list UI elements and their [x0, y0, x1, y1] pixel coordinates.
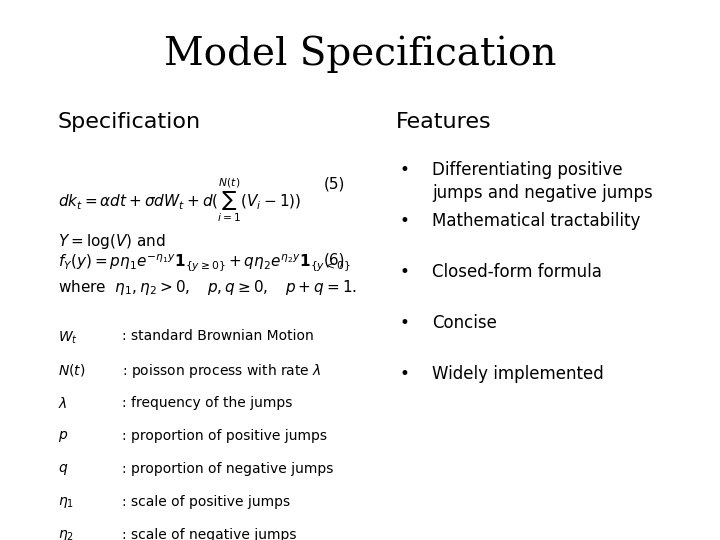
Text: (5): (5)	[324, 176, 346, 191]
Text: $N(t)$: $N(t)$	[58, 362, 85, 379]
Text: •: •	[400, 314, 410, 332]
Text: Features: Features	[396, 112, 492, 132]
Text: $f_Y(y) = p\eta_1 e^{-\eta_1 y} \mathbf{1}_{\{y \geq 0\}} + q\eta_2 e^{\eta_2 y}: $f_Y(y) = p\eta_1 e^{-\eta_1 y} \mathbf{…	[58, 253, 350, 273]
Text: Mathematical tractability: Mathematical tractability	[432, 212, 640, 230]
Text: Model Specification: Model Specification	[163, 36, 557, 73]
Text: Specification: Specification	[58, 112, 201, 132]
Text: $q$: $q$	[58, 462, 68, 477]
Text: •: •	[400, 263, 410, 281]
Text: •: •	[400, 161, 410, 179]
Text: Differentiating positive
jumps and negative jumps: Differentiating positive jumps and negat…	[432, 161, 653, 202]
Text: : scale of negative jumps: : scale of negative jumps	[122, 528, 297, 540]
Text: $Y = \log(V)$ and: $Y = \log(V)$ and	[58, 232, 166, 251]
Text: $dk_t = \alpha dt + \sigma d W_t + d(\sum_{i=1}^{N(t)}(V_i - 1))$: $dk_t = \alpha dt + \sigma d W_t + d(\su…	[58, 176, 301, 224]
Text: $p$: $p$	[58, 429, 68, 444]
Text: : proportion of positive jumps: : proportion of positive jumps	[122, 429, 328, 443]
Text: $\eta_2$: $\eta_2$	[58, 528, 73, 540]
Text: •: •	[400, 365, 410, 383]
Text: $W_t$: $W_t$	[58, 329, 78, 346]
Text: (6): (6)	[324, 253, 346, 268]
Text: : poisson process with rate $\lambda$: : poisson process with rate $\lambda$	[122, 362, 322, 380]
Text: $\eta_1$: $\eta_1$	[58, 495, 73, 510]
Text: where  $\eta_1, \eta_2 > 0,$   $p, q \geq 0,$   $p + q = 1.$: where $\eta_1, \eta_2 > 0,$ $p, q \geq 0…	[58, 278, 356, 297]
Text: Concise: Concise	[432, 314, 497, 332]
Text: : proportion of negative jumps: : proportion of negative jumps	[122, 462, 334, 476]
Text: : standard Brownian Motion: : standard Brownian Motion	[122, 329, 314, 343]
Text: $\lambda$: $\lambda$	[58, 396, 67, 410]
Text: : frequency of the jumps: : frequency of the jumps	[122, 396, 293, 410]
Text: Closed-form formula: Closed-form formula	[432, 263, 602, 281]
Text: : scale of positive jumps: : scale of positive jumps	[122, 495, 291, 509]
Text: •: •	[400, 212, 410, 230]
Text: Widely implemented: Widely implemented	[432, 365, 604, 383]
